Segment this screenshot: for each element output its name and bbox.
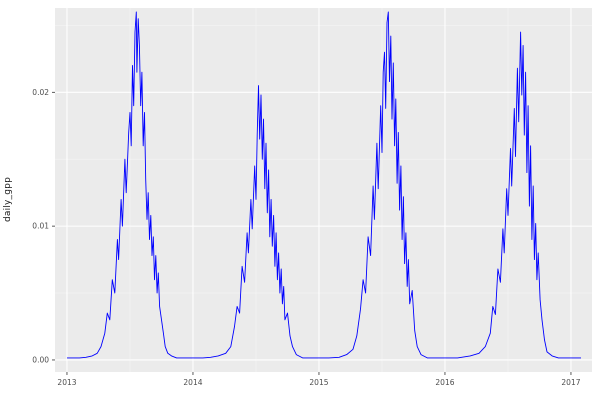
x-tick-label: 2016 xyxy=(435,378,454,387)
panel-background xyxy=(55,8,592,372)
x-tick-label: 2017 xyxy=(561,378,580,387)
data-line xyxy=(67,11,581,359)
y-tick-label: 0.02 xyxy=(32,88,49,97)
y-tick-label: 0.01 xyxy=(32,222,49,231)
x-tick-label: 2013 xyxy=(57,378,76,387)
y-axis-title: daily_gpp xyxy=(3,177,13,223)
x-tick-label: 2015 xyxy=(309,378,328,387)
y-tick-label: 0.00 xyxy=(32,355,49,364)
x-tick-label: 2014 xyxy=(183,378,202,387)
